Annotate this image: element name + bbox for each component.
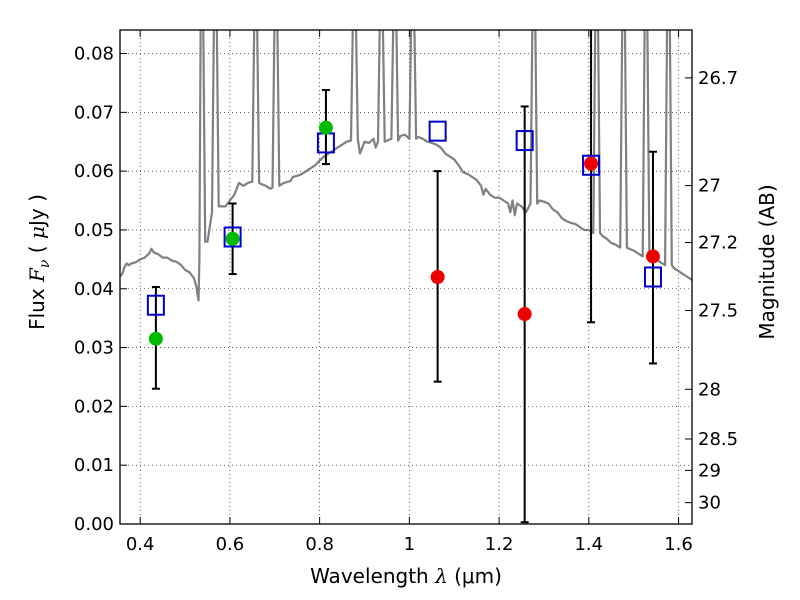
y-tick-label: 0.07 <box>74 102 114 123</box>
y2-tick-label: 27.2 <box>698 233 738 254</box>
y-axis-title: Flux Fν ( μJy ) <box>25 194 53 330</box>
template-spectrum-line <box>120 30 692 302</box>
y2-axis-title: Magnitude (AB) <box>755 184 779 339</box>
y-tick-label: 0.02 <box>74 396 114 417</box>
y-tick-label: 0.00 <box>74 514 114 535</box>
x-tick-label: 0.6 <box>216 534 245 555</box>
x-tick-label: 1 <box>404 534 415 555</box>
x-tick-label: 1.6 <box>664 534 693 555</box>
x-tick-label: 0.8 <box>305 534 334 555</box>
axis-ticks: 0.4 0.6 0.8 1 1.2 1.4 1.6 0.00 0.01 0.02 0.03 0.04 0… <box>74 30 738 555</box>
y-tick-label: 0.06 <box>74 161 114 182</box>
y2-tick-label: 26.7 <box>698 68 738 89</box>
y-tick-label: 0.05 <box>74 220 114 241</box>
plot-frame <box>119 29 693 525</box>
observed-flux-dot <box>584 156 599 171</box>
y-tick-label: 0.08 <box>74 44 114 65</box>
y2-tick-label: 27 <box>698 176 721 197</box>
model-flux-square <box>223 226 242 248</box>
y2-tick-label: 28 <box>698 379 721 400</box>
observed-flux-dot <box>645 249 660 264</box>
model-flux-square <box>428 120 447 142</box>
observed-flux-dot <box>318 120 333 135</box>
x-axis-title: Wavelength λ (μm) <box>310 564 502 588</box>
y-tick-label: 0.04 <box>74 279 114 300</box>
y2-tick-label: 28.5 <box>698 429 738 450</box>
observed-flux-dot <box>148 331 163 346</box>
y-tick-label: 0.01 <box>74 455 114 476</box>
y2-tick-label: 29 <box>698 460 721 481</box>
model-flux-square <box>643 266 662 288</box>
observed-flux-dot <box>225 231 240 246</box>
y2-tick-label: 27.5 <box>698 300 738 321</box>
model-flux-square <box>582 154 601 176</box>
observed-flux-dot <box>517 307 532 322</box>
x-tick-label: 1.4 <box>574 534 603 555</box>
x-tick-label: 0.4 <box>126 534 155 555</box>
observed-flux-dot <box>430 270 445 284</box>
y2-tick-label: 30 <box>698 493 721 514</box>
y-tick-label: 0.03 <box>74 338 114 359</box>
model-flux-square <box>146 294 165 316</box>
x-tick-label: 1.2 <box>485 534 514 555</box>
plot-area <box>120 30 692 524</box>
model-flux-square <box>515 130 534 152</box>
